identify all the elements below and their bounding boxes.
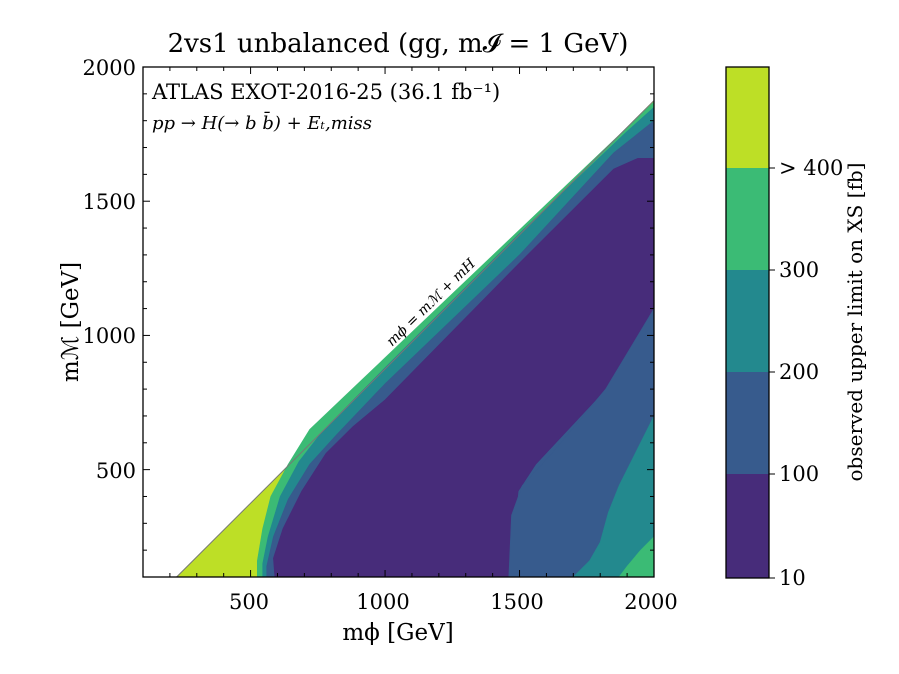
experiment-annotation: ATLAS EXOT-2016-25 (36.1 fb⁻¹): [151, 80, 500, 104]
x-tick-label-500: 500: [229, 590, 269, 614]
x-tick-label-1000: 1000: [356, 590, 409, 614]
colorbar-band-300: [726, 168, 769, 270]
colorbar-label-300: 300: [779, 258, 819, 282]
colorbar-band-10: [726, 474, 769, 578]
colorbar-label-100: 100: [779, 462, 819, 486]
colorbar-band-100: [726, 372, 769, 474]
y-axis-label: mℳ [GeV]: [58, 262, 84, 382]
y-tick-label-1000: 1000: [83, 324, 136, 348]
colorbar: 10 100 200 300 > 400 observed upper limi…: [725, 66, 867, 590]
y-tick-label-1500: 1500: [83, 190, 136, 214]
chart-title: 2vs1 unbalanced (gg, m𝓘 = 1 GeV): [168, 29, 629, 59]
colorbar-label-200: 200: [779, 360, 819, 384]
process-annotation: pp → H(→ b b̄) + Eₜ,miss: [152, 110, 372, 134]
colorbar-band-200: [726, 270, 769, 372]
colorbar-frame: [725, 66, 770, 579]
plot-area: [142, 66, 655, 578]
y-tick-label-500: 500: [96, 459, 136, 483]
colorbar-label-10: 10: [779, 566, 806, 590]
colorbar-label-400: > 400: [779, 156, 843, 180]
x-tick-label-2000: 2000: [624, 590, 677, 614]
colorbar-band-400: [726, 67, 769, 168]
axis-ticks: [143, 66, 655, 577]
x-tick-label-1500: 1500: [490, 590, 543, 614]
contour-region-4: [273, 158, 655, 578]
x-axis-label: mϕ [GeV]: [342, 620, 453, 646]
y-tick-label-2000: 2000: [83, 56, 136, 80]
colorbar-title: observed upper limit on XS [fb]: [843, 163, 867, 482]
kinematic-limit-line: [176, 100, 655, 578]
plot-frame: [142, 66, 655, 578]
